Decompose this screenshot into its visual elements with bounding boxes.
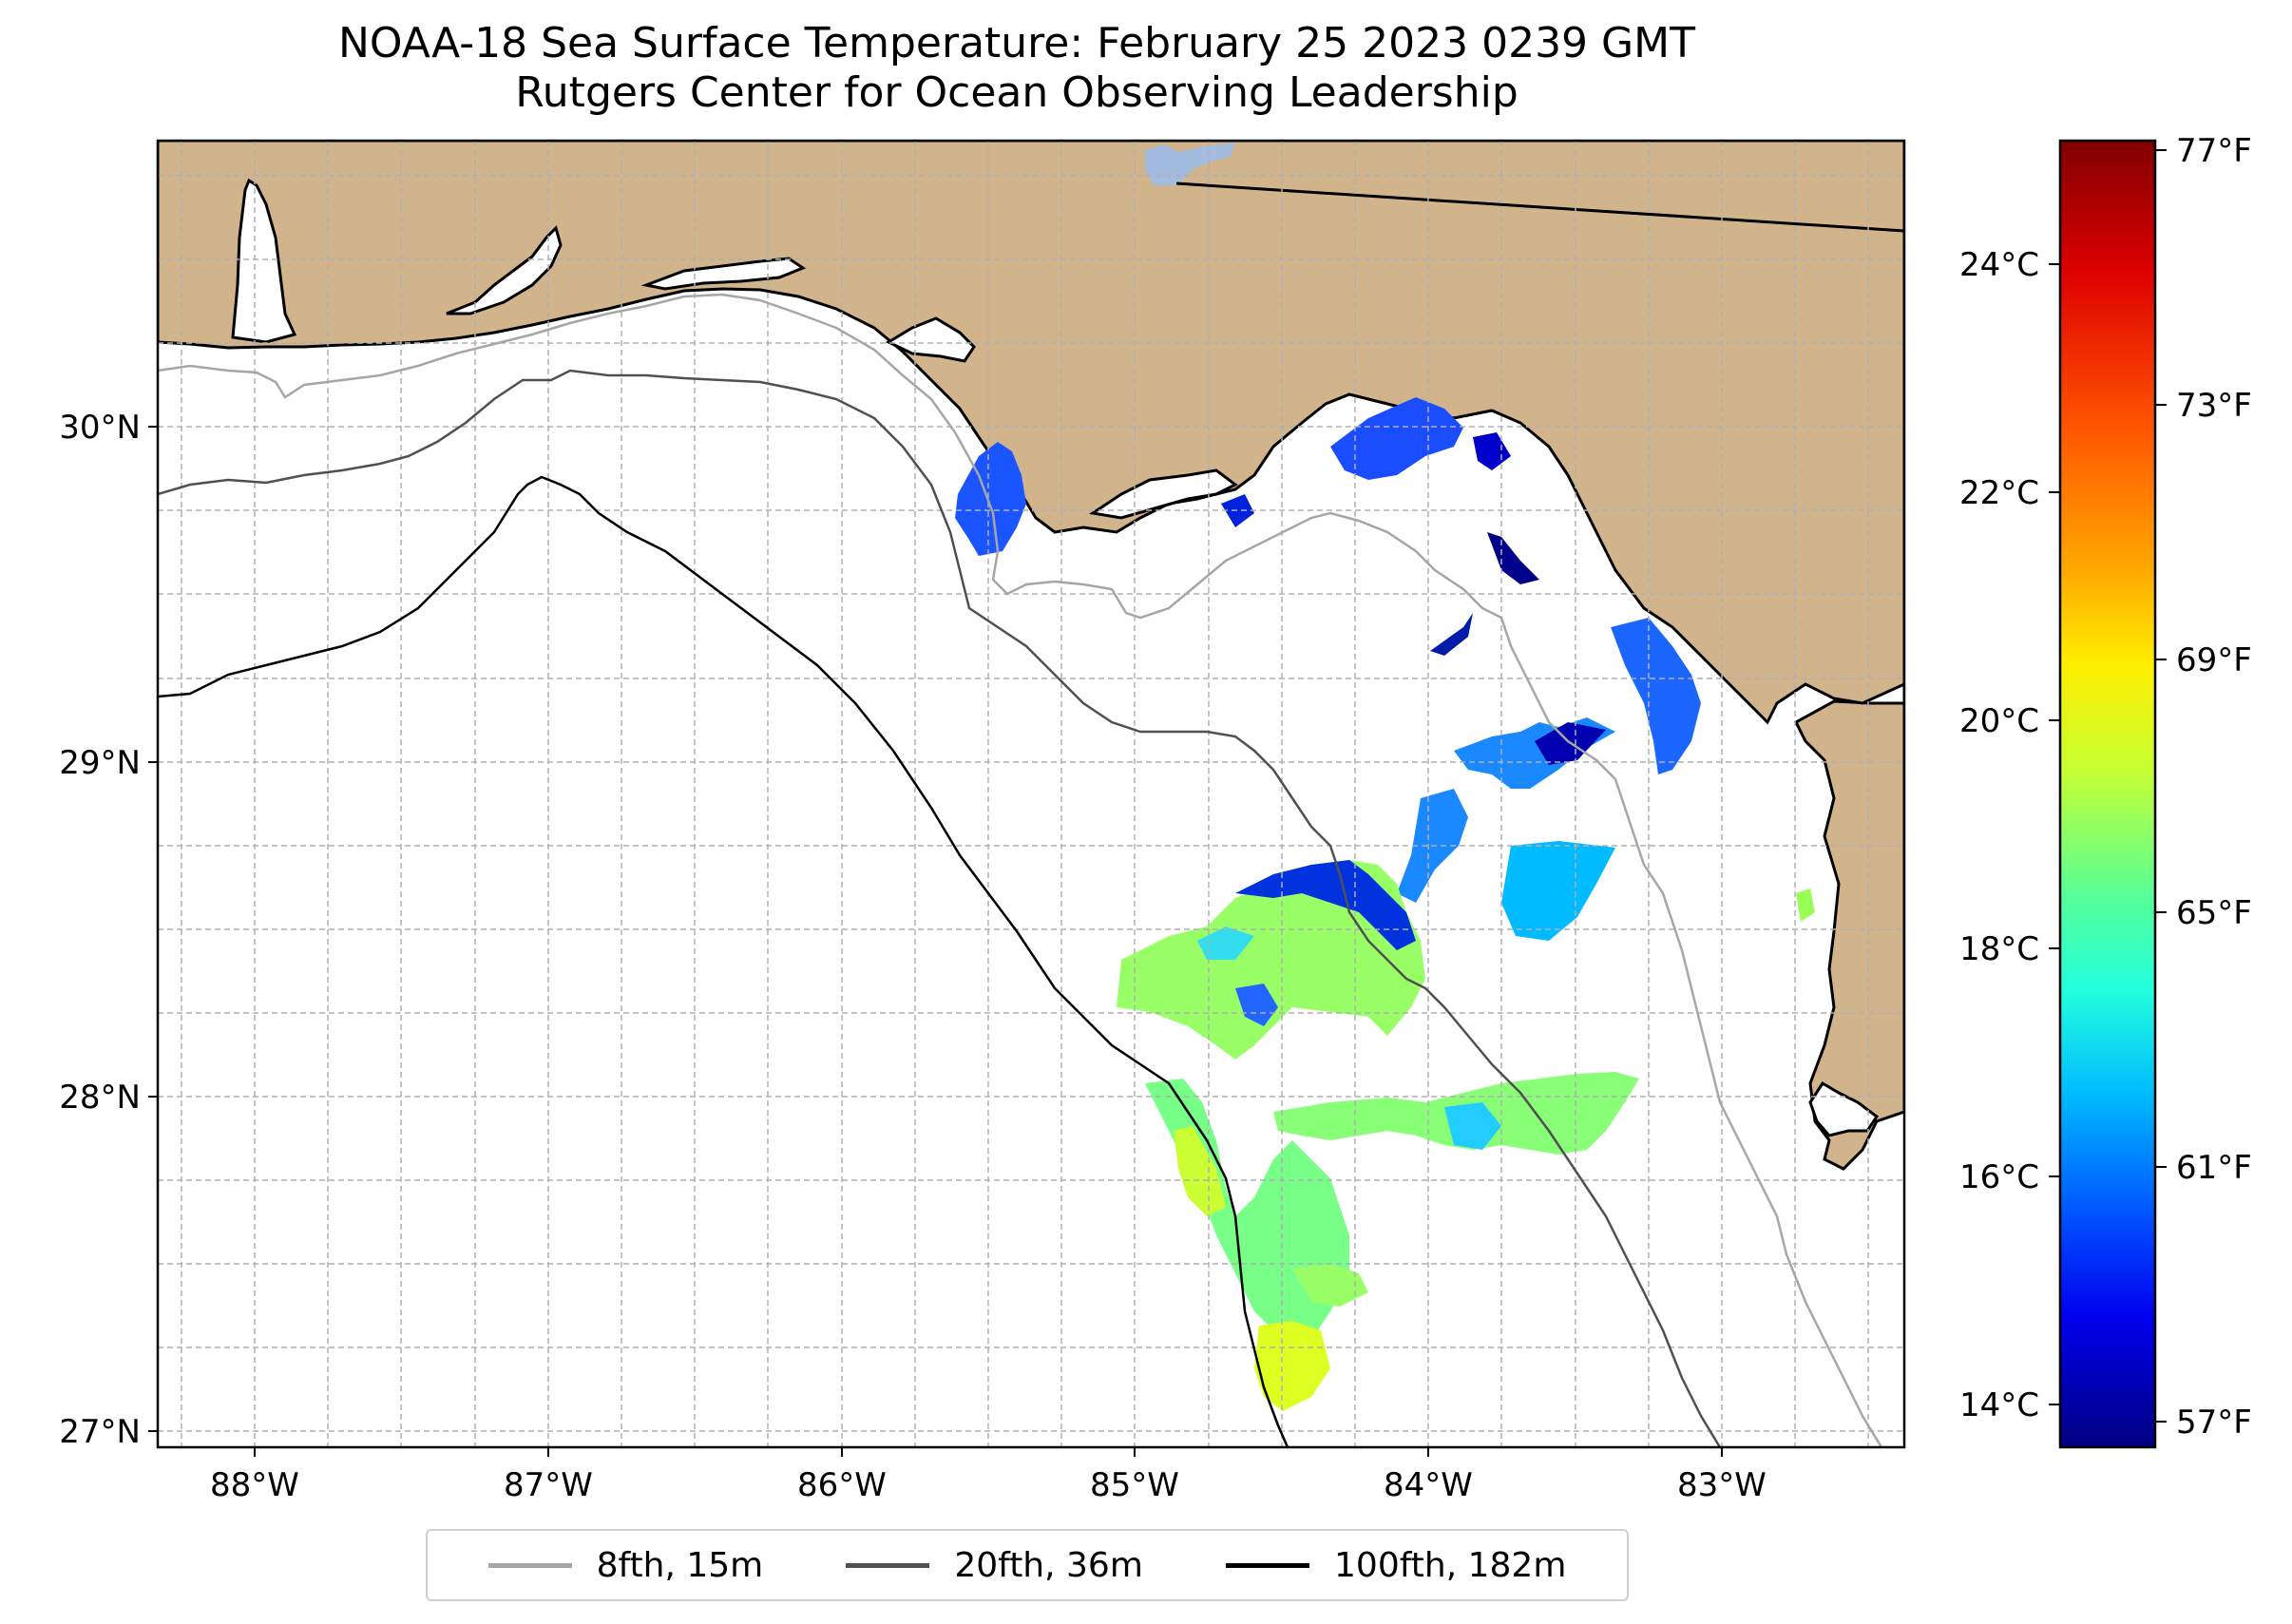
choctawhatchee-bay xyxy=(640,257,807,291)
sst-patch-mid-3 xyxy=(1501,841,1615,941)
state-boundary xyxy=(1175,182,1904,233)
legend-item-20fth: 20fth, 36m xyxy=(846,1546,1143,1585)
cb-f-65: 65°F xyxy=(2176,894,2252,932)
lon-label-85: 85°W xyxy=(1090,1466,1179,1504)
contour-20fth xyxy=(158,369,1722,1447)
sst-patch-coast-dark xyxy=(1487,532,1539,584)
lon-label-83: 83°W xyxy=(1677,1466,1767,1504)
land-mainland xyxy=(158,141,1904,1171)
lon-label-88: 88°W xyxy=(210,1466,299,1504)
cb-f-73: 73°F xyxy=(2176,387,2252,425)
contour-8fth xyxy=(158,293,1883,1447)
apalachicola-bay xyxy=(1089,468,1238,520)
lat-label-30: 30°N xyxy=(59,409,141,447)
sst-patch-east-coast xyxy=(1796,888,1815,922)
sst-patch-big-bend xyxy=(1330,397,1463,480)
pensacola-bay xyxy=(446,225,563,315)
lon-label-87: 87°W xyxy=(504,1466,593,1504)
sst-patch-south-yellow xyxy=(1174,1126,1226,1216)
sst-patch-st-joe xyxy=(955,442,1026,556)
title-line-1: NOAA-18 Sea Surface Temperature: Februar… xyxy=(338,19,1695,67)
lake-seminole xyxy=(1145,143,1235,185)
cb-c-14: 14°C xyxy=(1959,1386,2039,1424)
mobile-bay xyxy=(231,178,297,344)
grid-lines xyxy=(158,141,1904,1447)
cb-c-16: 16°C xyxy=(1959,1158,2039,1196)
sst-patch-cedar-keys xyxy=(1611,618,1701,774)
legend-label-100fth: 100fth, 182m xyxy=(1334,1545,1567,1585)
sst-patch-south-3 xyxy=(1254,1321,1330,1411)
lon-label-84: 84°W xyxy=(1384,1466,1473,1504)
cb-c-22: 22°C xyxy=(1959,474,2039,512)
tampa-bay xyxy=(1808,1080,1880,1137)
cb-c-20: 20°C xyxy=(1959,702,2039,740)
colorbar-gradient xyxy=(2058,139,2157,1449)
lat-label-27: 27°N xyxy=(59,1413,141,1451)
legend-item-100fth: 100fth, 182m xyxy=(1226,1546,1566,1585)
st-andrew-bay xyxy=(885,316,976,363)
colorbar: 24°C 22°C 20°C 18°C 16°C 14°C 77°F 73°F … xyxy=(1959,132,2252,1449)
lat-label-28: 28°N xyxy=(59,1079,141,1117)
contour-100fth xyxy=(158,475,1289,1447)
sst-patch-big-bend-2 xyxy=(1473,432,1511,470)
sst-patch-central-cyan xyxy=(1197,927,1254,960)
contour-legend: 8fth, 15m 20fth, 36m 100fth, 182m xyxy=(426,1529,1629,1601)
longitude-labels: 88°W 87°W 86°W 85°W 84°W 83°W xyxy=(210,1466,1767,1504)
sst-patch-small-1 xyxy=(1221,494,1254,527)
map-frame xyxy=(156,139,1906,1449)
cb-f-57: 57°F xyxy=(2176,1404,2252,1442)
legend-swatch-8fth xyxy=(487,1562,572,1568)
cb-c-24: 24°C xyxy=(1959,246,2039,284)
sst-patch-small-2 xyxy=(1430,613,1473,656)
cb-f-61: 61°F xyxy=(2176,1149,2252,1187)
cb-c-18: 18°C xyxy=(1959,930,2039,968)
cb-f-69: 69°F xyxy=(2176,641,2252,679)
title-line-2: Rutgers Center for Ocean Observing Leade… xyxy=(515,68,1518,117)
lon-label-86: 86°W xyxy=(797,1466,887,1504)
latitude-labels: 30°N 29°N 28°N 27°N xyxy=(59,409,141,1451)
sst-patch-south-cyan xyxy=(1444,1102,1501,1150)
legend-swatch-100fth xyxy=(1226,1562,1310,1568)
cb-f-77: 77°F xyxy=(2176,132,2252,170)
chart-title: NOAA-18 Sea Surface Temperature: Februar… xyxy=(0,19,2034,118)
legend-item-8fth: 8fth, 15m xyxy=(487,1545,764,1585)
sst-patch-south-4 xyxy=(1292,1264,1368,1307)
legend-label-20fth: 20fth, 36m xyxy=(954,1545,1143,1585)
lat-label-29: 29°N xyxy=(59,744,141,782)
tick-marks xyxy=(148,426,1723,1457)
sst-patch-central-blue-2 xyxy=(1235,984,1278,1026)
legend-label-8fth: 8fth, 15m xyxy=(596,1545,764,1585)
legend-swatch-20fth xyxy=(846,1562,930,1568)
sst-patch-central-blue xyxy=(1235,860,1416,950)
